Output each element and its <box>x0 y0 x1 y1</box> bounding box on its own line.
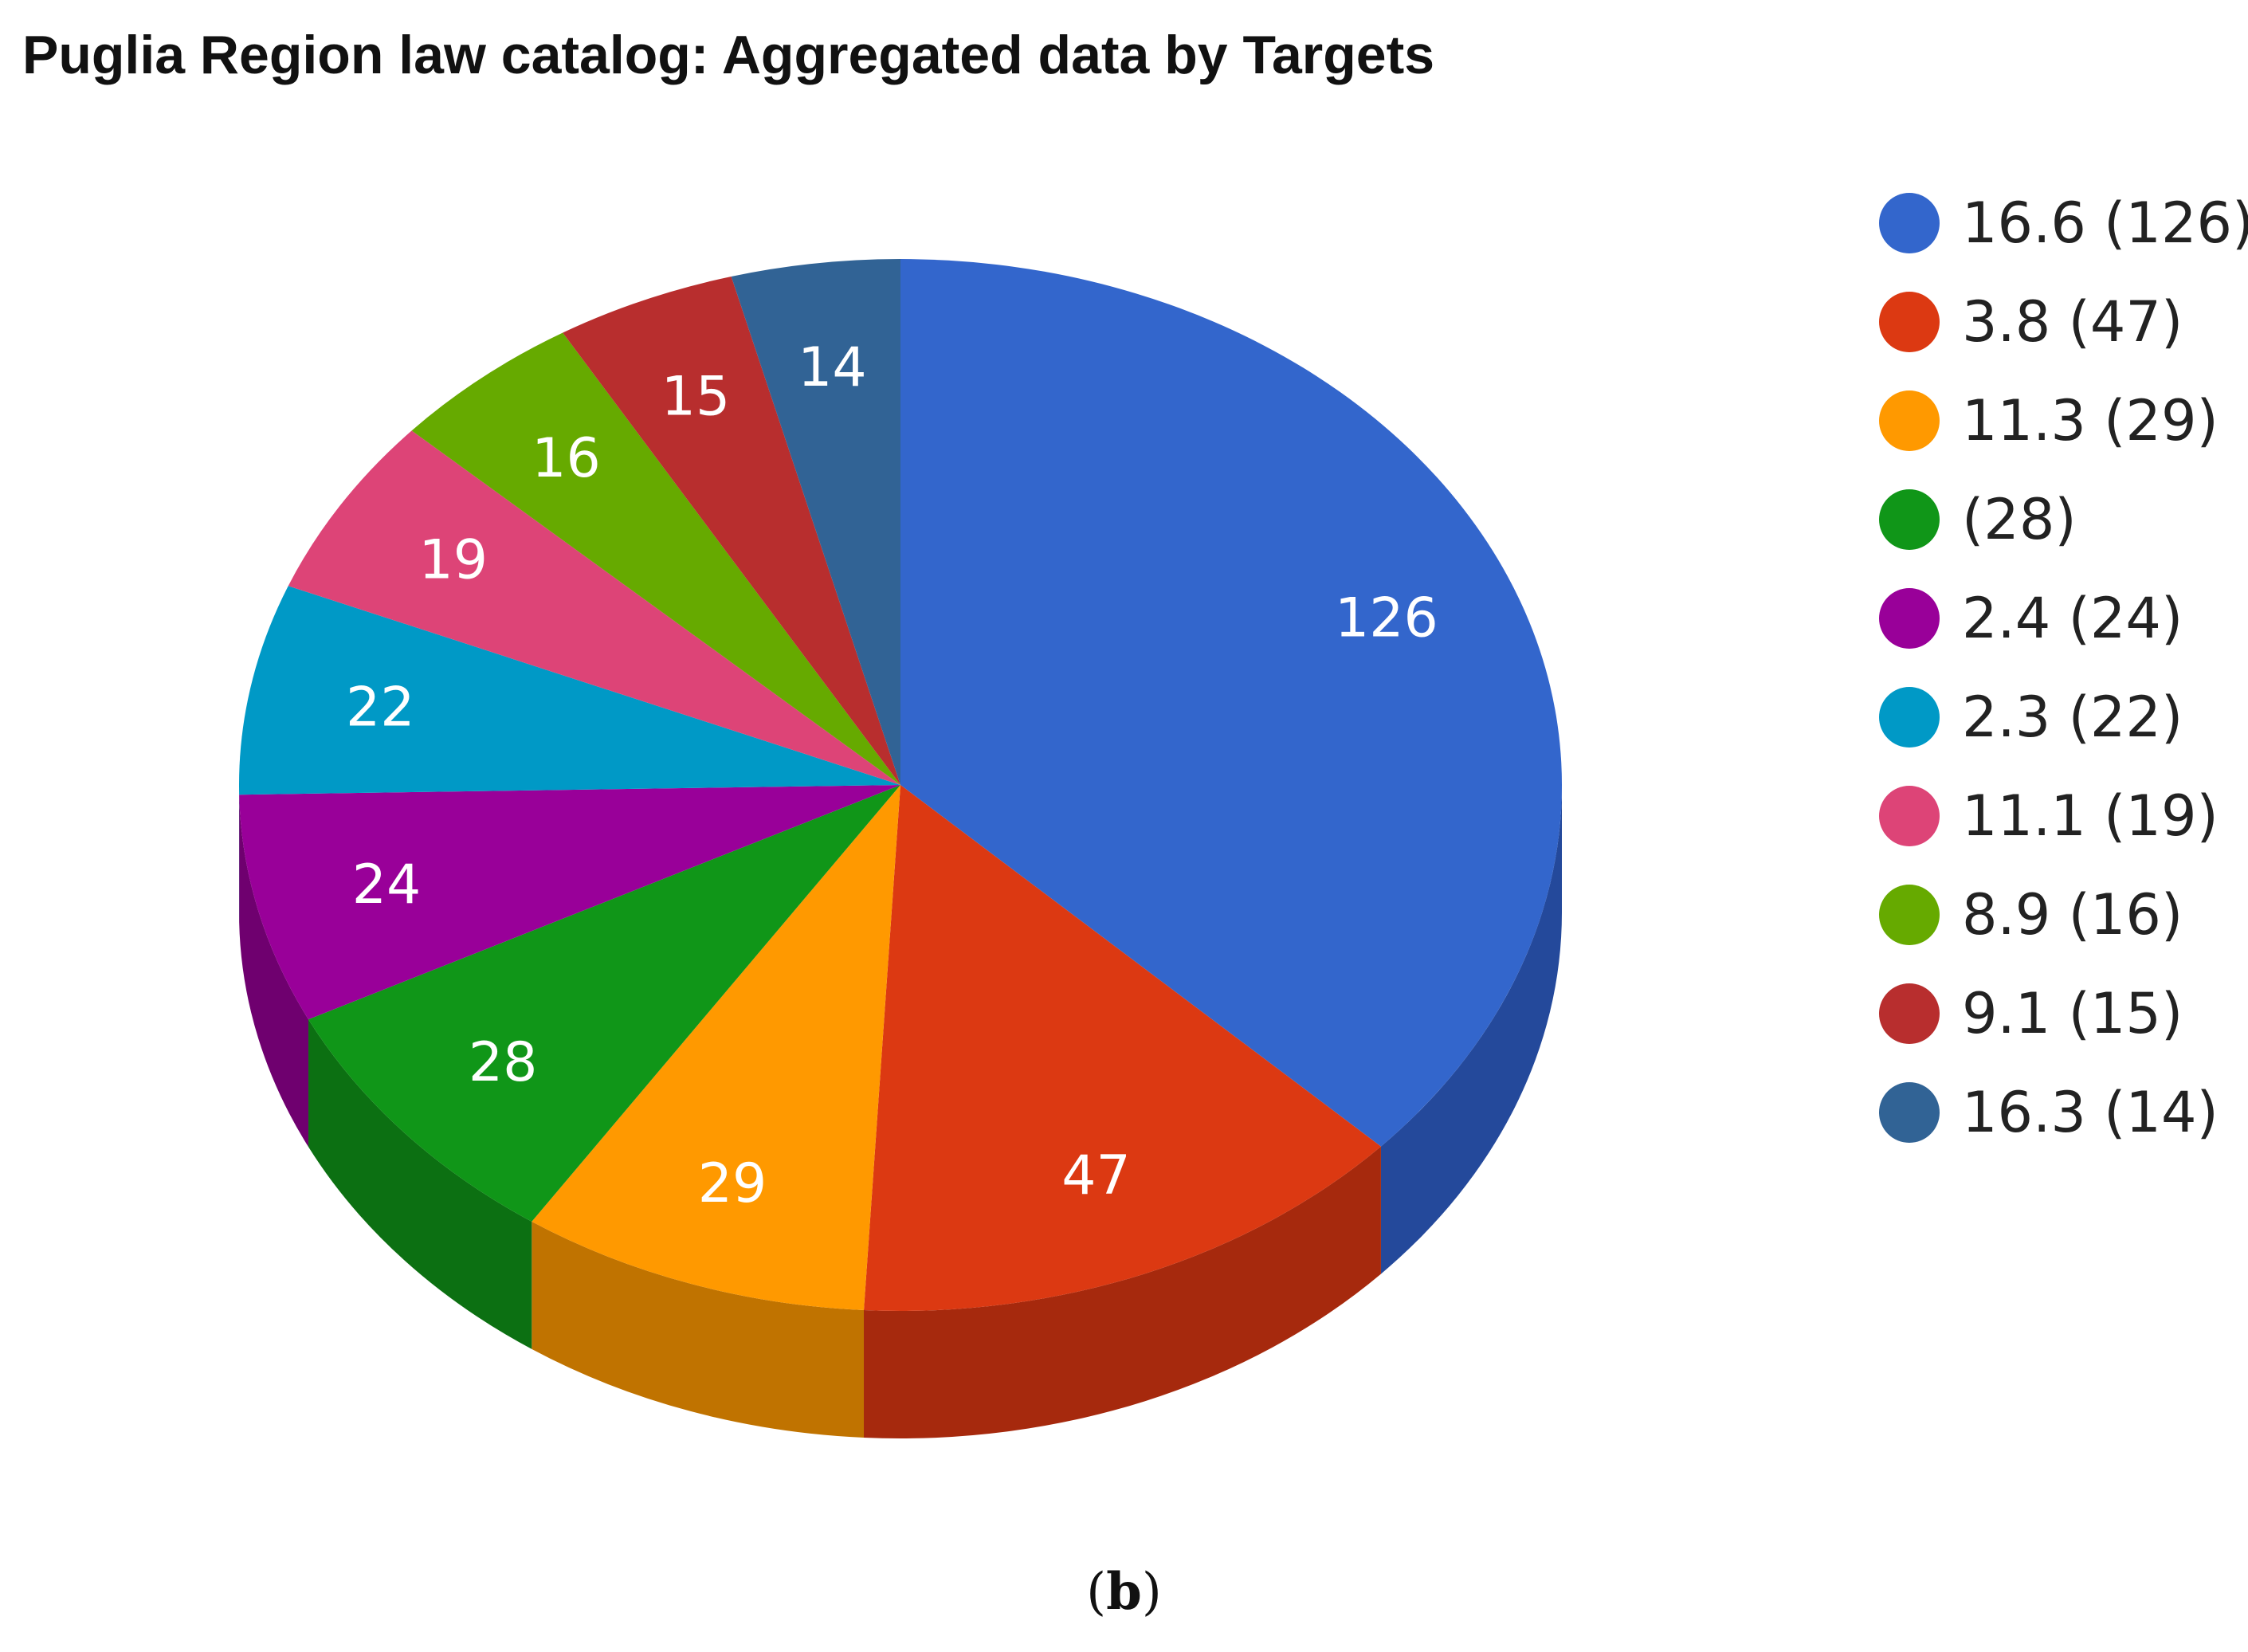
slice-14 <box>731 259 900 785</box>
slice-29 <box>532 785 900 1310</box>
caption-letter: b <box>1106 1562 1142 1622</box>
pie-top-faces <box>239 259 1562 1311</box>
legend-label: 8.9 (16) <box>1962 882 2183 948</box>
legend-swatch-icon <box>1879 489 1940 550</box>
legend-swatch-icon <box>1879 786 1940 846</box>
slice-15 <box>563 276 900 786</box>
figure-caption: (b) <box>0 1562 2248 1622</box>
slice-14-label: 14 <box>798 336 867 399</box>
slice-47-side <box>864 1146 1381 1438</box>
slice-19-label: 19 <box>418 528 488 591</box>
slice-47 <box>864 785 1381 1311</box>
slice-19 <box>288 430 901 785</box>
caption-close-paren: ) <box>1141 1563 1162 1622</box>
slice-15-label: 15 <box>661 366 731 429</box>
slice-47-label: 47 <box>1061 1144 1131 1207</box>
slice-126 <box>900 259 1562 1147</box>
legend-label: 2.4 (24) <box>1962 586 2183 651</box>
slice-28 <box>308 785 900 1222</box>
legend-swatch-icon <box>1879 687 1940 748</box>
slice-28-side <box>308 1019 532 1349</box>
slice-24-label: 24 <box>352 853 422 916</box>
legend-label: 16.3 (14) <box>1962 1080 2219 1145</box>
legend-swatch-icon <box>1879 390 1940 451</box>
legend-swatch-icon <box>1879 1082 1940 1143</box>
legend-label: 3.8 (47) <box>1962 289 2183 355</box>
slice-29-side <box>532 1221 865 1438</box>
slice-126-label: 126 <box>1335 587 1438 650</box>
legend-label: 16.6 (126) <box>1962 190 2248 256</box>
pie-slice-labels: 126 47 29 28 24 22 19 16 15 14 <box>346 336 1438 1215</box>
legend-swatch-icon <box>1879 193 1940 253</box>
pie-sides <box>239 785 1562 1438</box>
chart-title: Puglia Region law catalog: Aggregated da… <box>22 25 1435 85</box>
slice-16 <box>411 332 900 785</box>
caption-open-paren: ( <box>1086 1563 1107 1622</box>
legend-label: (28) <box>1962 487 2077 552</box>
legend-label: 11.3 (29) <box>1962 388 2219 453</box>
legend-label: 9.1 (15) <box>1962 981 2183 1046</box>
slice-16-label: 16 <box>532 427 601 490</box>
legend-label: 11.1 (19) <box>1962 783 2219 849</box>
legend-swatch-icon <box>1879 588 1940 649</box>
slice-28-label: 28 <box>469 1031 538 1094</box>
legend-swatch-icon <box>1879 885 1940 945</box>
slice-126-side <box>1380 785 1562 1274</box>
legend-swatch-icon <box>1879 983 1940 1044</box>
slice-24-side <box>239 795 309 1148</box>
slice-24 <box>239 785 900 1020</box>
slice-22-label: 22 <box>346 676 415 739</box>
legend-label: 2.3 (22) <box>1962 685 2183 750</box>
legend-swatch-icon <box>1879 292 1940 352</box>
slice-29-label: 29 <box>698 1152 767 1215</box>
slice-22 <box>239 586 900 795</box>
